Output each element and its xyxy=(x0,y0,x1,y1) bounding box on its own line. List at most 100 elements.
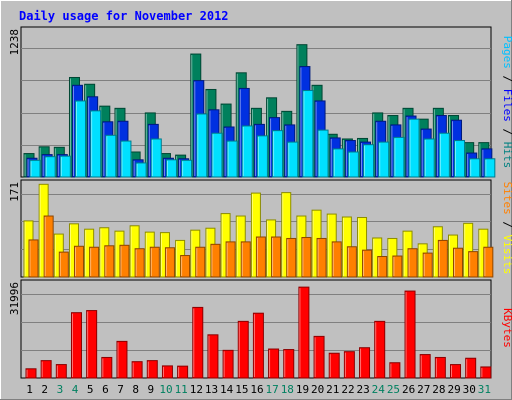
bar-sites-day-7 xyxy=(119,244,130,278)
x-tick-label-day-25: 25 xyxy=(387,383,400,396)
bar-kbytes-day-25 xyxy=(389,362,401,379)
bar-kbytes-day-5 xyxy=(86,310,98,379)
x-tick-label-day-28: 28 xyxy=(432,383,445,396)
x-tick-label-day-27: 27 xyxy=(417,383,430,396)
bar-kbytes-day-13 xyxy=(207,334,219,379)
bar-kbytes-day-10 xyxy=(161,365,173,379)
panel-legend-label: Pages / Files / Hits xyxy=(501,36,512,169)
x-tick-label-day-1: 1 xyxy=(26,383,33,396)
bar-sites-day-23 xyxy=(362,249,373,278)
series-kbytes xyxy=(25,286,492,379)
bar-pages-day-1 xyxy=(29,159,41,178)
bar-sites-day-2 xyxy=(43,215,54,278)
legend-label-part: / xyxy=(501,122,512,142)
x-tick-label-day-4: 4 xyxy=(72,383,79,396)
series-sites xyxy=(28,215,494,278)
chart-title: Daily usage for November 2012 xyxy=(19,9,229,23)
x-axis: 1 2 3 4 5 6 7 8 9 10 11 12 13 14 15 16 17 18 19 20 21 22 23 24 2… xyxy=(26,383,491,396)
bar-pages-day-2 xyxy=(44,156,56,178)
bar-pages-day-7 xyxy=(120,140,132,178)
x-tick-label-day-21: 21 xyxy=(326,383,339,396)
x-tick-label-day-9: 9 xyxy=(148,383,155,396)
x-tick-label-day-16: 16 xyxy=(250,383,263,396)
bar-kbytes-day-28 xyxy=(434,356,446,379)
bar-sites-day-21 xyxy=(331,241,342,278)
bar-pages-day-18 xyxy=(287,141,299,178)
bar-sites-day-17 xyxy=(271,236,282,278)
bar-sites-day-31 xyxy=(483,246,494,278)
bar-kbytes-day-8 xyxy=(131,361,143,379)
bar-pages-day-27 xyxy=(423,138,435,178)
bar-kbytes-day-9 xyxy=(146,360,158,379)
bar-pages-day-28 xyxy=(438,132,450,178)
bar-pages-day-11 xyxy=(181,159,193,178)
bar-pages-day-13 xyxy=(211,132,223,178)
bar-pages-day-8 xyxy=(135,162,147,178)
bar-sites-day-25 xyxy=(392,255,403,278)
bar-sites-day-22 xyxy=(346,246,357,278)
bar-kbytes-day-23 xyxy=(359,347,371,379)
bar-kbytes-day-22 xyxy=(343,351,355,379)
bar-pages-day-21 xyxy=(332,148,344,178)
bar-pages-day-23 xyxy=(363,144,375,178)
x-tick-label-day-24: 24 xyxy=(372,383,386,396)
bar-kbytes-day-15 xyxy=(237,320,249,379)
x-tick-label-day-2: 2 xyxy=(41,383,48,396)
bar-sites-day-13 xyxy=(210,243,221,278)
bar-kbytes-day-27 xyxy=(419,354,431,379)
chart-panels: 1238 Pages / Files / Hits 171 Sites / Visit… xyxy=(8,26,512,379)
bar-sites-day-20 xyxy=(316,237,327,278)
bar-sites-day-14 xyxy=(225,241,236,278)
bar-kbytes-day-1 xyxy=(25,368,37,379)
bar-pages-day-15 xyxy=(241,125,253,178)
x-tick-label-day-29: 29 xyxy=(447,383,460,396)
x-tick-label-day-11: 11 xyxy=(175,383,188,396)
bar-sites-day-8 xyxy=(134,248,145,278)
bar-sites-day-16 xyxy=(255,236,266,278)
bar-pages-day-6 xyxy=(105,134,117,178)
bar-kbytes-day-18 xyxy=(283,349,295,379)
x-tick-label-day-20: 20 xyxy=(311,383,324,396)
legend-label-part: KBytes xyxy=(501,308,512,348)
bar-kbytes-day-19 xyxy=(298,286,310,379)
legend-label-part: Pages xyxy=(501,36,512,69)
x-tick-label-day-19: 19 xyxy=(296,383,309,396)
bar-sites-day-10 xyxy=(164,247,175,278)
panel-legend-label: Sites / Visits xyxy=(501,182,512,275)
x-tick-label-day-13: 13 xyxy=(205,383,218,396)
bar-pages-day-25 xyxy=(393,136,405,178)
panel-kbytes: 31996 KBytes xyxy=(8,279,512,379)
legend-label-part: / xyxy=(501,69,512,89)
bar-pages-day-3 xyxy=(59,155,71,178)
bar-sites-day-11 xyxy=(180,255,191,278)
bar-pages-day-10 xyxy=(165,159,177,178)
bar-sites-day-12 xyxy=(195,246,206,278)
bar-kbytes-day-17 xyxy=(268,348,280,379)
bar-kbytes-day-7 xyxy=(116,340,128,379)
bar-kbytes-day-29 xyxy=(450,364,462,379)
bar-sites-day-29 xyxy=(453,247,464,278)
bar-kbytes-day-30 xyxy=(465,357,477,379)
bar-sites-day-26 xyxy=(407,248,418,278)
x-tick-label-day-22: 22 xyxy=(341,383,354,396)
bar-kbytes-day-11 xyxy=(177,365,189,379)
legend-label-part: Hits xyxy=(501,142,512,169)
panel-visits-sites: 171 Sites / Visits xyxy=(8,179,512,278)
x-tick-label-day-12: 12 xyxy=(190,383,203,396)
x-tick-label-day-23: 23 xyxy=(357,383,370,396)
bar-sites-day-18 xyxy=(286,237,297,278)
bar-pages-day-14 xyxy=(226,140,238,178)
bar-kbytes-day-6 xyxy=(101,356,113,379)
x-tick-label-day-31: 31 xyxy=(478,383,491,396)
bar-kbytes-day-2 xyxy=(40,360,52,379)
x-tick-label-day-5: 5 xyxy=(87,383,94,396)
legend-label-part: Visits xyxy=(501,235,512,275)
bar-sites-day-9 xyxy=(149,246,160,278)
x-tick-label-day-8: 8 xyxy=(132,383,139,396)
bar-pages-day-9 xyxy=(150,138,162,178)
x-tick-label-day-3: 3 xyxy=(57,383,64,396)
bar-pages-day-30 xyxy=(469,158,481,178)
legend-label-part: Files xyxy=(501,89,512,122)
bar-pages-day-17 xyxy=(272,130,284,178)
